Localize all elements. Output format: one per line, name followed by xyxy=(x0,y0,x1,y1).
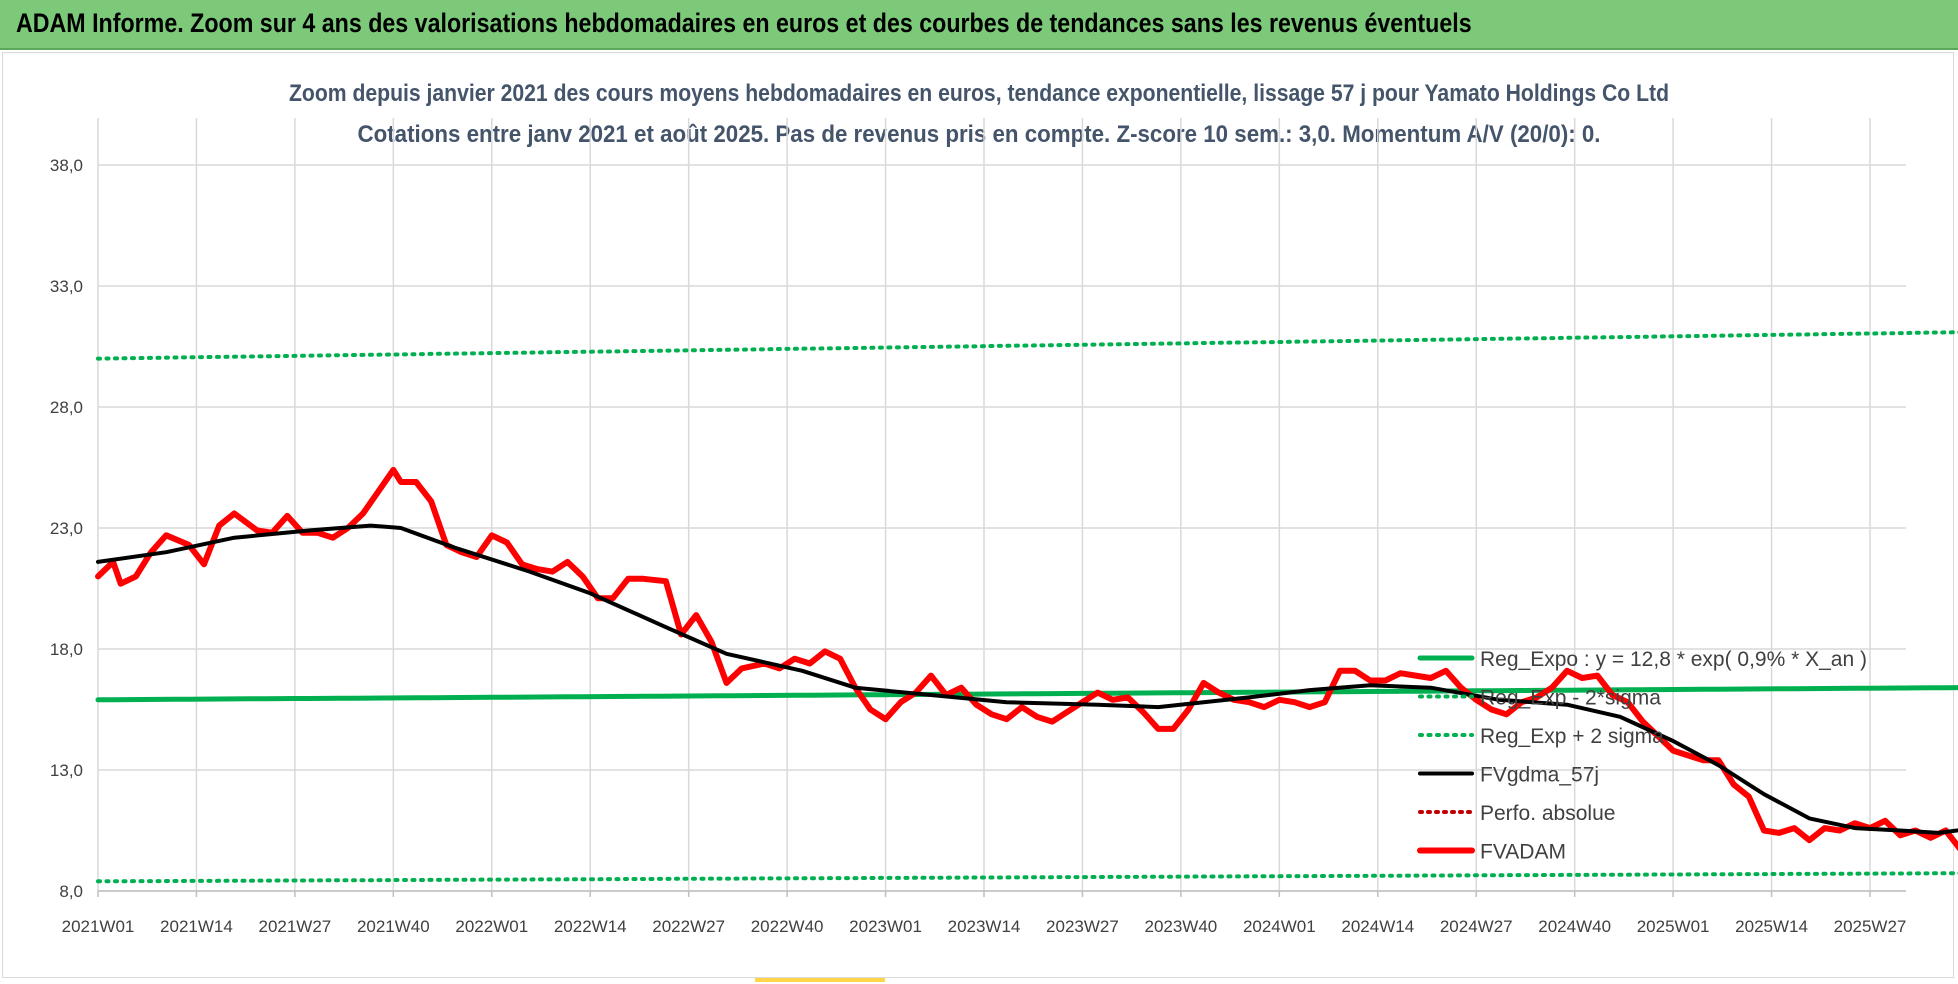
reg-exp-plus-2sigma-line xyxy=(96,330,1958,361)
legend-label: Reg_Exp - 2*sigma xyxy=(1480,687,1661,710)
chart-subtitle: Cotations entre janv 2021 et août 2025. … xyxy=(358,121,1601,148)
y-tick-label: 23,0 xyxy=(50,519,83,538)
x-tick-label: 2025W01 xyxy=(1637,917,1710,936)
legend-label: FVgdma_57j xyxy=(1480,764,1599,787)
report-banner: ADAM Informe. Zoom sur 4 ans des valoris… xyxy=(0,0,1958,50)
x-tick-label: 2022W14 xyxy=(554,917,627,936)
series-lines xyxy=(95,330,1958,884)
x-tick-label: 2021W40 xyxy=(357,917,430,936)
x-tick-label: 2021W01 xyxy=(62,917,135,936)
x-tick-label: 2024W01 xyxy=(1243,917,1316,936)
x-tick-label: 2021W27 xyxy=(258,917,331,936)
gridlines xyxy=(97,118,1906,897)
y-tick-label: 13,0 xyxy=(50,761,83,780)
report-title: ADAM Informe. Zoom sur 4 ans des valoris… xyxy=(16,8,1472,38)
x-tick-label: 2023W01 xyxy=(849,917,922,936)
y-tick-label: 33,0 xyxy=(50,277,83,296)
x-tick-label: 2022W27 xyxy=(652,917,725,936)
x-tick-label: 2022W01 xyxy=(455,917,528,936)
fvgdma-57j-line xyxy=(96,523,1958,835)
x-tick-label: 2024W27 xyxy=(1440,917,1513,936)
x-tick-label: 2022W40 xyxy=(751,917,824,936)
reg-exp-minus-2sigma-line xyxy=(96,871,1958,884)
x-tick-label: 2021W14 xyxy=(160,917,233,936)
legend-label: Perfo. absolue xyxy=(1480,802,1615,825)
reg-expo-line xyxy=(95,685,1958,703)
x-tick-label: 2025W14 xyxy=(1735,917,1808,936)
legend: Reg_Expo : y = 12,8 * exp( 0,9% * X_an )… xyxy=(1417,648,1867,864)
y-tick-label: 18,0 xyxy=(50,640,83,659)
legend-label: Reg_Exp + 2 sigma xyxy=(1480,725,1664,748)
x-tick-label: 2023W14 xyxy=(948,917,1021,936)
x-axis-labels: 2021W01 2021W14 2021W27 2021W40 2022W01 2022W… xyxy=(62,917,1907,936)
y-tick-label: 38,0 xyxy=(50,156,83,175)
x-tick-label: 2023W40 xyxy=(1144,917,1217,936)
chart-frame xyxy=(2,52,1954,978)
x-tick-label: 2023W27 xyxy=(1046,917,1119,936)
chart-title: Zoom depuis janvier 2021 des cours moyen… xyxy=(289,80,1669,107)
legend-label: Reg_Expo : y = 12,8 * exp( 0,9% * X_an ) xyxy=(1480,648,1867,671)
x-tick-label: 2024W14 xyxy=(1341,917,1414,936)
legend-label: FVADAM xyxy=(1480,841,1566,864)
x-tick-label: 2025W27 xyxy=(1834,917,1907,936)
y-tick-label: 28,0 xyxy=(50,398,83,417)
bottom-accent-bar xyxy=(755,978,885,982)
y-tick-label: 8,0 xyxy=(59,882,83,901)
x-tick-label: 2024W40 xyxy=(1538,917,1611,936)
y-axis-labels: 8,0 13,0 18,0 23,0 28,0 33,0 38,0 xyxy=(50,156,83,901)
